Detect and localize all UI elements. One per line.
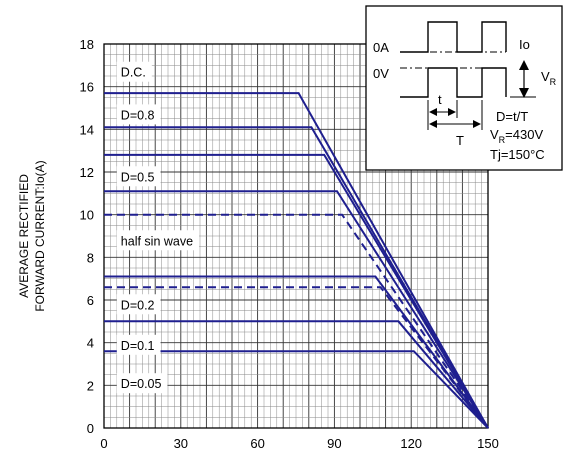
series-line (104, 213, 489, 429)
series-line (104, 126, 489, 429)
inset-T-arrowhead-right (473, 120, 481, 128)
waveform-inset: 0A 0V Io VR t T D=t/T VR=430V Tj=150°C (365, 5, 563, 171)
y-tick-label: 2 (87, 378, 94, 393)
x-tick-label: 150 (477, 436, 499, 451)
series-label-background (116, 334, 161, 355)
inset-label-vr: VR (541, 69, 557, 87)
inset-voltage-waveform (400, 67, 507, 98)
inset-vr-arrowhead-bottom (519, 88, 529, 98)
series-label-layer: D.C. D=0.8 D=0.5 half sin wave D=0.2 D=0.1 D=0… (116, 61, 200, 394)
y-tick-label: 12 (80, 165, 94, 180)
series-label-background (116, 104, 161, 125)
series-label: D=0.1 (121, 339, 155, 353)
y-axis-title-line-1: AVERAGE RECTIFIED (17, 174, 31, 298)
plot-frame (103, 43, 489, 429)
inset-t-arrowhead-right (448, 108, 456, 116)
series-label: D=0.05 (121, 377, 162, 391)
series-label-background (116, 294, 161, 315)
series-label-background (116, 373, 168, 394)
y-tick-label: 18 (80, 37, 94, 52)
series-layer (104, 92, 489, 429)
inset-t-arrowhead-left (429, 108, 437, 116)
tick-layer: 0 30 60 90 120 150 0 2 4 6 8 10 12 14 16 18 (80, 37, 499, 451)
series-line (104, 153, 489, 429)
y-tick-label: 10 (80, 208, 94, 223)
x-tick-label: 90 (327, 436, 341, 451)
series-label: D=0.5 (121, 170, 155, 184)
inset-T-arrowhead-left (429, 120, 437, 128)
inset-label-t: t (438, 92, 442, 107)
series-line (104, 350, 489, 429)
y-tick-label: 16 (80, 80, 94, 95)
x-tick-label: 60 (250, 436, 264, 451)
y-tick-label: 14 (80, 122, 94, 137)
series-label-background (116, 61, 152, 82)
inset-junction-temp: Tj=150°C (490, 147, 545, 162)
inset-label-0v: 0V (373, 66, 389, 81)
x-tick-label: 120 (400, 436, 422, 451)
y-axis-title-line-2: FORWARD CURRENT:Io(A) (33, 160, 47, 311)
inset-label-0a: 0A (373, 40, 389, 55)
series-label: half sin wave (121, 234, 193, 248)
y-tick-label: 0 (87, 421, 94, 436)
inset-reverse-voltage: VR=430V (490, 127, 543, 145)
series-label: D.C. (121, 66, 146, 80)
series-line (104, 286, 489, 429)
series-label: D=0.2 (121, 298, 155, 312)
series-line (104, 92, 489, 429)
series-label: D=0.8 (121, 108, 155, 122)
inset-label-period: T (456, 133, 464, 148)
y-tick-label: 8 (87, 250, 94, 265)
x-tick-label: 0 (100, 436, 107, 451)
series-label-background (116, 230, 200, 251)
inset-current-waveform (400, 21, 507, 53)
y-tick-label: 6 (87, 293, 94, 308)
series-line (104, 320, 489, 429)
series-label-background (116, 166, 161, 187)
inset-duty-formula: D=t/T (496, 109, 528, 124)
x-tick-label: 30 (174, 436, 188, 451)
inset-label-io: Io (519, 37, 530, 52)
inset-frame (365, 5, 563, 171)
series-line (104, 190, 489, 429)
y-tick-label: 4 (87, 336, 94, 351)
inset-vr-arrowhead-top (519, 60, 529, 70)
